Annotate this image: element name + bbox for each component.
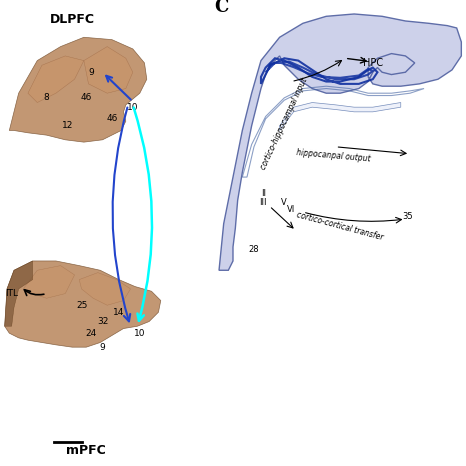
Text: ITL: ITL — [5, 289, 18, 298]
Polygon shape — [219, 14, 461, 270]
Polygon shape — [79, 273, 130, 305]
Text: 8: 8 — [44, 93, 49, 103]
Text: hippocanpal output: hippocanpal output — [296, 148, 371, 164]
Text: 12: 12 — [62, 121, 73, 130]
Text: V: V — [281, 198, 286, 207]
Text: DLPFC: DLPFC — [50, 13, 95, 26]
Text: 46: 46 — [106, 114, 117, 123]
Text: 10: 10 — [127, 103, 138, 112]
Text: III: III — [260, 198, 267, 207]
Text: 35: 35 — [403, 212, 413, 221]
Text: 46: 46 — [81, 93, 92, 103]
Polygon shape — [280, 103, 401, 130]
Polygon shape — [84, 47, 133, 93]
Text: 9: 9 — [100, 343, 105, 352]
Polygon shape — [23, 266, 75, 298]
Text: mPFC: mPFC — [66, 444, 106, 457]
Text: 28: 28 — [249, 245, 259, 254]
Text: C: C — [214, 0, 229, 16]
Polygon shape — [9, 37, 147, 142]
Text: 10: 10 — [134, 329, 145, 338]
Text: 25: 25 — [76, 301, 87, 310]
Text: II: II — [261, 189, 266, 198]
Polygon shape — [5, 261, 161, 347]
Text: 24: 24 — [85, 329, 96, 338]
Polygon shape — [5, 261, 33, 326]
Text: 14: 14 — [113, 308, 124, 317]
Polygon shape — [28, 56, 84, 103]
Text: HPC: HPC — [363, 58, 383, 68]
Text: VI: VI — [287, 205, 295, 214]
Text: cortico-hippocampal input: cortico-hippocampal input — [259, 76, 309, 171]
Text: 32: 32 — [97, 317, 108, 326]
Text: 9: 9 — [88, 68, 94, 77]
Text: cortico-cortical transfer: cortico-cortical transfer — [296, 210, 384, 242]
